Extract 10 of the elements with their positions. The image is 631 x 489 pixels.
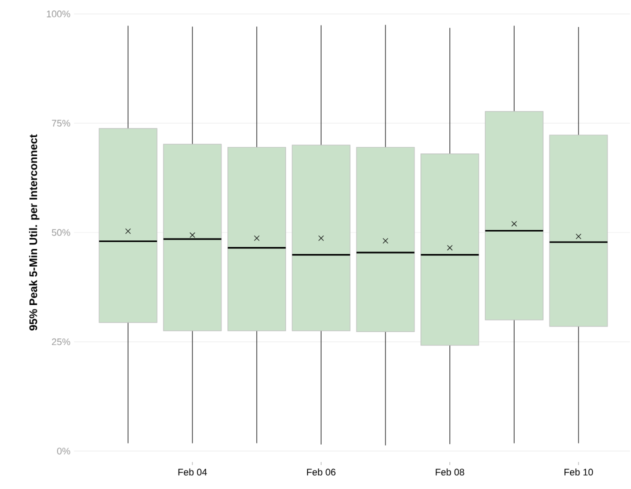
y-tick-label: 25% [52,338,70,346]
x-tick-label: Feb 04 [178,468,207,476]
y-tick-label: 50% [52,229,70,236]
y-axis-title: 95% Peak 5-Min Util. per Interconnect [29,134,40,330]
x-tick-label: Feb 08 [436,468,464,476]
y-tick-label: 100% [46,10,70,18]
x-tick-label: Feb 06 [307,468,336,476]
y-tick-label: 75% [52,120,70,127]
y-tick-label: 0% [57,448,70,454]
x-tick-label: Feb 10 [564,468,593,476]
